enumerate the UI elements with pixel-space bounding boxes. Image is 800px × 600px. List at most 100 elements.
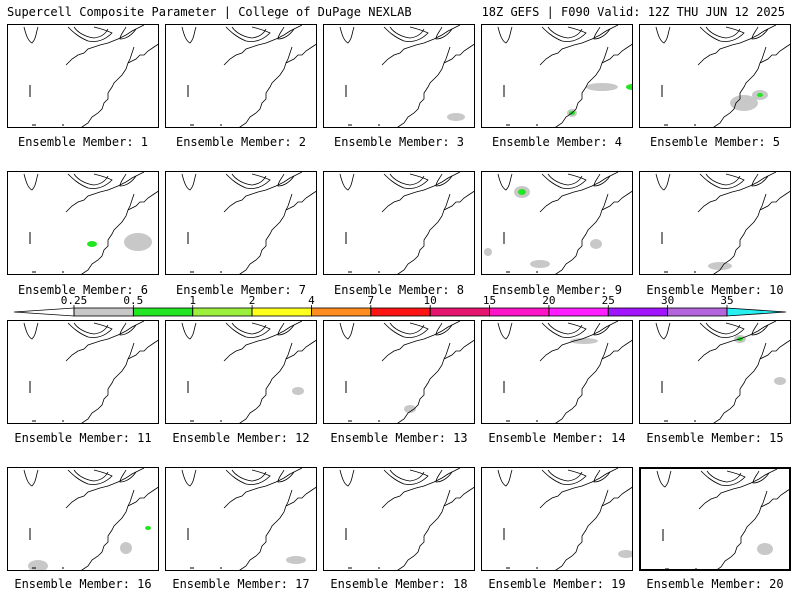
map-plot [339, 25, 474, 127]
ensemble-member-label: Ensemble Member: 11 [14, 431, 152, 445]
chart-title: Supercell Composite Parameter | College … [7, 5, 412, 19]
coastline [223, 172, 316, 274]
ensemble-map-panel [481, 24, 633, 128]
lake-outline [751, 322, 769, 336]
lake-outline [497, 322, 513, 340]
scp-contour-gray [124, 233, 152, 251]
lake-outline [705, 26, 741, 39]
lake-outline [593, 26, 611, 40]
lake-outline [389, 322, 425, 335]
lake-outline [383, 26, 429, 42]
scp-contour-gray [757, 543, 773, 555]
scp-contour-green [87, 241, 97, 247]
lake-outline [231, 173, 267, 186]
ensemble-map-panel [639, 24, 791, 128]
coastline [65, 468, 158, 570]
lake-outline [547, 469, 583, 482]
scp-contour-gray [404, 405, 416, 413]
ensemble-member-label: Ensemble Member: 19 [488, 577, 626, 591]
coastline [65, 172, 158, 274]
ensemble-map-panel [481, 171, 633, 275]
colorbar-segment [73, 307, 134, 317]
lake-outline [706, 470, 742, 483]
color-scale-bar: 0.25 0.5 1 2 4 7 10 15 20 25 30 35 [13, 295, 787, 317]
coastline [697, 172, 790, 274]
lake-outline [751, 173, 769, 187]
lake-outline [752, 470, 770, 484]
map-plot [497, 468, 632, 570]
lake-outline [181, 322, 197, 340]
ensemble-map-panel [165, 320, 317, 424]
scp-contour-green [626, 84, 632, 90]
lake-outline [67, 322, 113, 338]
colorbar-segment [548, 307, 609, 317]
scp-contour-gray [586, 83, 618, 91]
lake-outline [73, 26, 109, 39]
colorbar-segment [489, 307, 550, 317]
scp-contour-gray [618, 550, 632, 558]
lake-outline [67, 469, 113, 485]
coastline [223, 468, 316, 570]
scp-contour-gray [730, 95, 758, 111]
scp-contour-green [518, 189, 526, 195]
colorbar-segment [607, 307, 669, 317]
lake-outline [23, 469, 39, 487]
scp-contour-gray [447, 113, 465, 121]
ensemble-member-label: Ensemble Member: 15 [646, 431, 784, 445]
ensemble-map-panel [639, 467, 791, 571]
lake-outline [699, 322, 745, 338]
lake-outline [23, 26, 39, 44]
colorbar-tick-label: 30 [661, 295, 674, 307]
colorbar-high-arrow [726, 307, 787, 317]
lake-outline [225, 469, 271, 485]
ensemble-member-label: Ensemble Member: 4 [491, 135, 623, 149]
lake-outline [655, 26, 671, 44]
ensemble-map-panel [7, 171, 159, 275]
lake-outline [389, 26, 425, 39]
ensemble-member-label: Ensemble Member: 17 [172, 577, 310, 591]
ensemble-member-label: Ensemble Member: 7 [175, 283, 307, 297]
lake-outline [700, 470, 746, 486]
lake-outline [751, 26, 769, 40]
lake-outline [181, 26, 197, 44]
colorbar-segment [192, 307, 253, 317]
ensemble-map-panel [481, 320, 633, 424]
lake-outline [497, 469, 513, 487]
colorbar-low-arrow [13, 307, 75, 317]
ensemble-map-panel [323, 24, 475, 128]
colorbar-tick-label: 7 [368, 295, 375, 307]
colorbar-tick-label: 2 [249, 295, 256, 307]
coastline [223, 321, 316, 423]
coastline [697, 321, 790, 423]
lake-outline [231, 469, 267, 482]
ensemble-member-label: Ensemble Member: 1 [17, 135, 149, 149]
ensemble-map-panel [639, 320, 791, 424]
scp-contour-gray [774, 377, 786, 385]
lake-outline [699, 26, 745, 42]
ensemble-map-panel [165, 467, 317, 571]
colorbar-tick-label: 15 [483, 295, 496, 307]
map-plot [339, 172, 474, 274]
ensemble-member-label: Ensemble Member: 6 [17, 283, 149, 297]
ensemble-member-label: Ensemble Member: 9 [491, 283, 623, 297]
coastline [65, 321, 158, 423]
coastline [381, 25, 474, 127]
scp-contour-green [757, 93, 763, 97]
lake-outline [435, 26, 453, 40]
ensemble-member-label: Ensemble Member: 12 [172, 431, 310, 445]
lake-outline [497, 26, 513, 44]
ensemble-member-label: Ensemble Member: 16 [14, 577, 152, 591]
lake-outline [277, 173, 295, 187]
lake-outline [547, 173, 583, 186]
lake-outline [383, 173, 429, 189]
map-plot [656, 469, 789, 569]
lake-outline [705, 322, 741, 335]
lake-outline [435, 469, 453, 483]
lake-outline [541, 469, 587, 485]
lake-outline [181, 173, 197, 191]
ensemble-map-panel [7, 24, 159, 128]
lake-outline [67, 173, 113, 189]
lake-outline [73, 469, 109, 482]
lake-outline [73, 322, 109, 335]
scp-contour-gray [292, 387, 304, 395]
